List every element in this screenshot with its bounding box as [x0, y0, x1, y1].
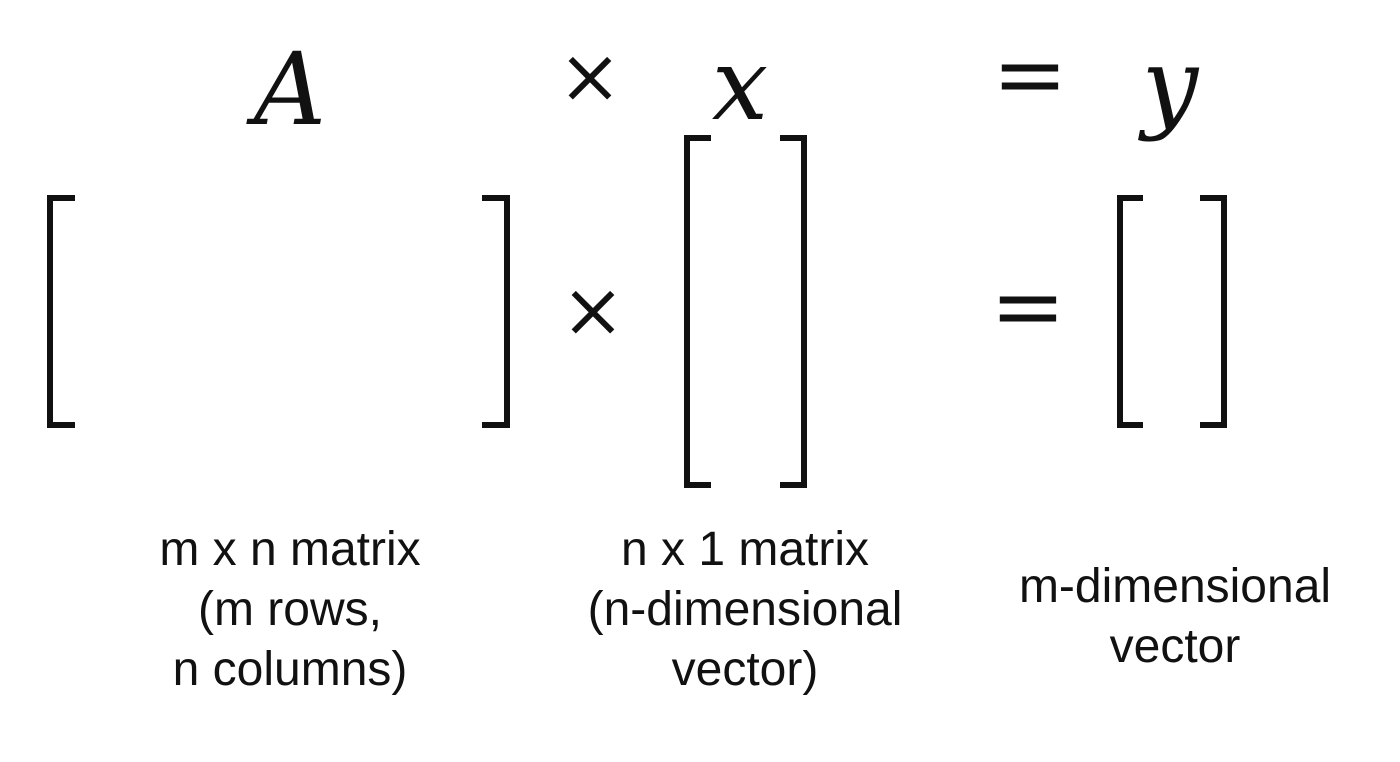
- vector-y-label-line-2: vector: [1109, 620, 1241, 673]
- matrix-label-line-2: (m rows,: [198, 583, 382, 636]
- matrix-label-line-1: m x n matrix: [159, 523, 421, 576]
- times-symbol-middle: ×: [561, 265, 625, 354]
- vector-y-left-bracket: [1117, 195, 1143, 428]
- matrix-symbol-a: A: [253, 31, 327, 148]
- vector-symbol-x: x: [711, 26, 769, 143]
- matrix-right-bracket: [482, 195, 510, 428]
- vector-x-label-line-1: n x 1 matrix: [620, 523, 870, 576]
- vector-y-label-line-1: m-dimensional: [1018, 560, 1332, 613]
- vector-x-right-bracket: [780, 135, 807, 488]
- vector-y-right-bracket: [1200, 195, 1227, 428]
- times-symbol-top: ×: [558, 31, 622, 120]
- vector-x-label-line-2: (n-dimensional: [587, 583, 903, 636]
- matrix-left-bracket: [47, 195, 75, 428]
- equals-symbol-top: =: [992, 22, 1068, 127]
- vector-y-label: m-dimensional vector: [975, 557, 1375, 677]
- vector-x-left-bracket: [684, 135, 711, 488]
- vector-symbol-y: y: [1141, 26, 1199, 143]
- vector-x-label: n x 1 matrix (n-dimensional vector): [545, 520, 945, 700]
- matrix-label-line-3: n columns): [172, 643, 408, 696]
- matrix-label: m x n matrix (m rows, n columns): [110, 520, 470, 700]
- equals-symbol-middle: =: [990, 254, 1066, 359]
- vector-x-label-line-3: vector): [671, 643, 819, 696]
